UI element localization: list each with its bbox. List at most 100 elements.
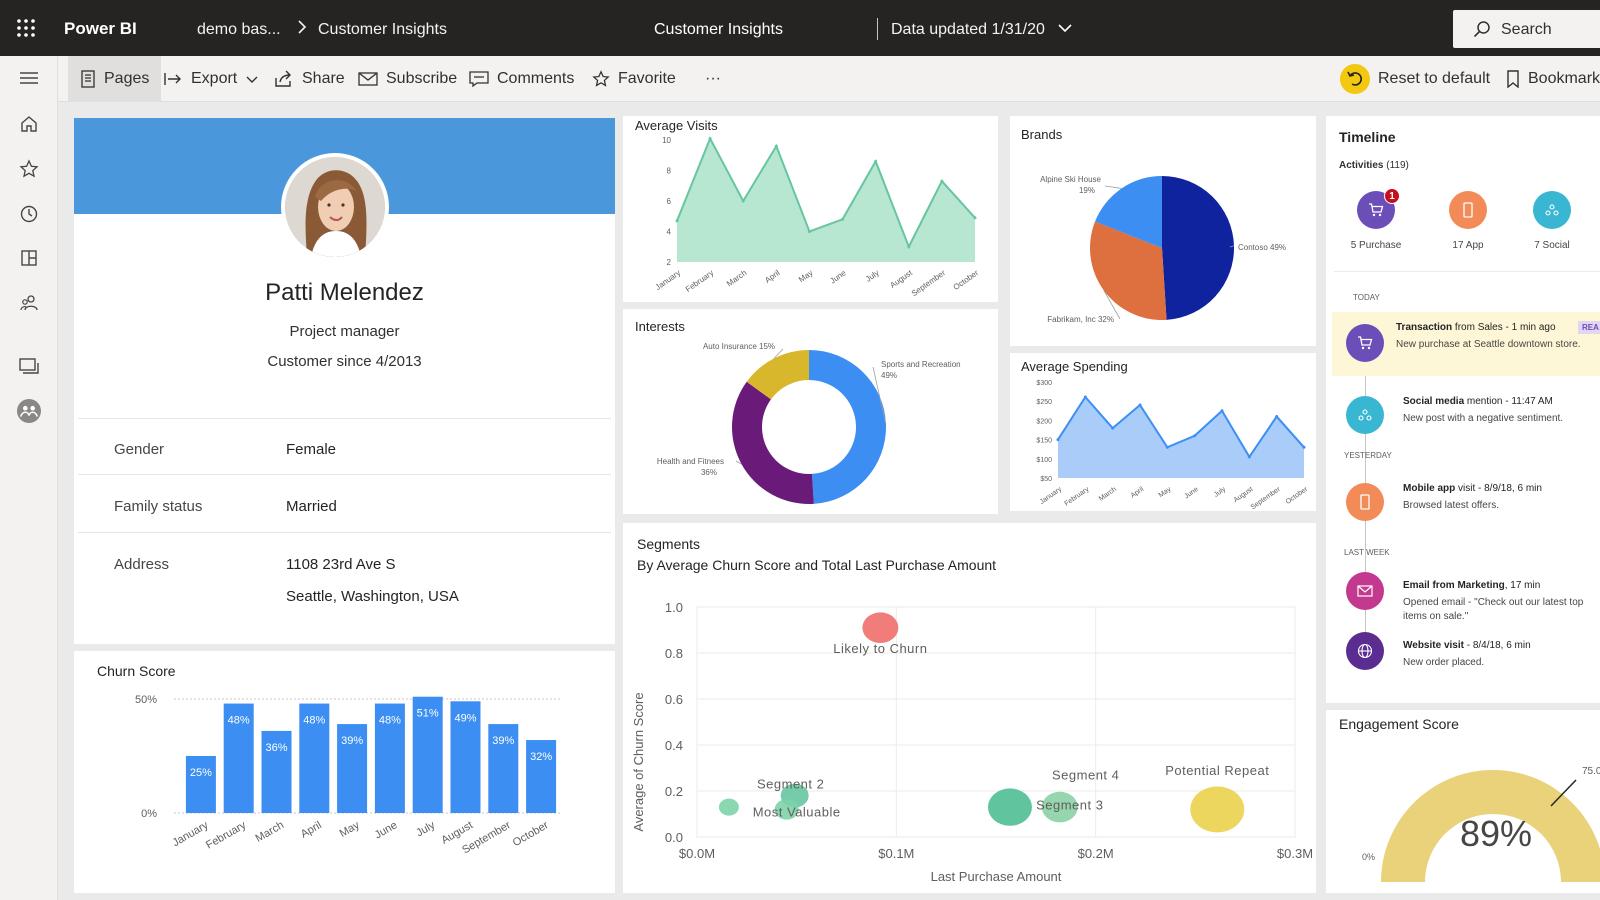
leader-line [735, 460, 742, 465]
title-divider [877, 18, 878, 40]
slice-percent: 36% [701, 468, 717, 477]
average-spending-chart[interactable]: $300 $250 $200 $150 $100 $50 January February Ma… [1010, 353, 1316, 511]
subscribe-button[interactable]: Subscribe [358, 56, 457, 102]
x-tick-label: July [864, 268, 881, 284]
data-point [1193, 434, 1197, 438]
phone-icon [1463, 202, 1473, 218]
workspaces-icon[interactable] [17, 354, 41, 378]
social-icon [1358, 409, 1372, 421]
search-box[interactable]: Search [1453, 10, 1600, 48]
reset-button[interactable]: Reset to default [1340, 56, 1490, 102]
x-tick-label: $0.0M [679, 846, 715, 861]
data-point [874, 159, 878, 163]
y-tick-label: $300 [1036, 380, 1052, 387]
export-label: Export [191, 70, 238, 87]
section-yesterday: YESTERDAY [1344, 451, 1392, 460]
engagement-score-card: Engagement Score 75.0 0% 89% [1326, 710, 1600, 893]
people-icon[interactable] [17, 291, 41, 315]
export-button[interactable]: Export [163, 56, 259, 102]
bar [337, 724, 368, 813]
social-filter[interactable] [1533, 191, 1571, 229]
bubble-label: Most Valuable [753, 804, 841, 819]
app-launcher-icon[interactable] [16, 18, 36, 38]
app-filter[interactable] [1449, 191, 1487, 229]
timeline-item-desc: New order placed. [1403, 657, 1485, 668]
gender-value: Female [286, 441, 337, 458]
pages-button[interactable]: Pages [68, 56, 162, 102]
comments-button[interactable]: Comments [469, 56, 574, 102]
engagement-gauge[interactable]: 75.0 0% 89% [1326, 710, 1600, 893]
slice-label: Sports and Recreation [881, 360, 961, 369]
item-meta: mention - 11:47 AM [1464, 396, 1553, 407]
timeline-item-social[interactable] [1346, 396, 1384, 434]
pie-slice [1095, 176, 1162, 248]
avatar-icon[interactable] [17, 399, 41, 423]
left-nav [0, 56, 58, 900]
x-tick-label: April [299, 819, 324, 840]
bubble-label: Segment 4 [1052, 768, 1119, 783]
customer-since: Customer since 4/2013 [267, 353, 422, 370]
y-tick-label: $250 [1036, 399, 1052, 406]
timeline-item-website[interactable] [1346, 632, 1384, 670]
share-button[interactable]: Share [274, 56, 345, 102]
timeline-item-mobile-app[interactable] [1346, 483, 1384, 521]
item-title: Social media [1403, 396, 1465, 407]
search-icon [1473, 21, 1490, 38]
x-tick-label: September [1250, 486, 1283, 511]
breadcrumb-report[interactable]: Customer Insights [318, 21, 447, 38]
bookmarks-button[interactable]: Bookmark [1506, 56, 1600, 102]
subscribe-label: Subscribe [386, 70, 458, 87]
favorite-label: Favorite [618, 70, 676, 87]
clock-icon[interactable] [17, 202, 41, 226]
app-count: 17 App [1452, 240, 1484, 251]
pages-label: Pages [104, 70, 150, 87]
bar [374, 703, 405, 813]
bubble [774, 799, 799, 820]
bar [185, 756, 216, 813]
chevron-down-icon[interactable] [1057, 20, 1073, 36]
pie-slice [1090, 221, 1167, 320]
bar [450, 701, 481, 813]
brands-chart[interactable]: Contoso 49% Fabrikam, Inc 32% Alpine Ski H… [1010, 116, 1316, 346]
x-tick-label: May [338, 819, 362, 840]
home-icon[interactable] [17, 112, 41, 136]
x-tick-label: October [952, 268, 981, 292]
brand-name[interactable]: Power BI [64, 19, 137, 38]
data-point [907, 245, 911, 249]
cart-icon [1358, 336, 1373, 350]
timeline-item-transaction[interactable] [1346, 324, 1384, 362]
data-updated-label[interactable]: Data updated 1/31/20 [891, 21, 1045, 38]
favorite-button[interactable]: Favorite [592, 56, 676, 102]
gender-label: Gender [114, 441, 165, 458]
breadcrumb-workspace[interactable]: demo bas... [197, 21, 281, 38]
bubble [987, 788, 1032, 826]
search-placeholder: Search [1501, 21, 1552, 38]
leader-line [1103, 290, 1121, 320]
interests-chart[interactable]: Sports and Recreation 49% Health and Fitne… [623, 309, 998, 514]
section-today: TODAY [1353, 293, 1380, 302]
leader-line [1229, 245, 1235, 248]
churn-score-card: Churn Score 50% 0% 25% January 48% February 36… [74, 651, 615, 893]
leader-line [773, 348, 784, 359]
y-axis-title: Average of Churn Score [631, 692, 646, 831]
activities-label: Activities [1339, 160, 1384, 171]
star-icon [592, 70, 610, 87]
bubble-label: Segment 2 [757, 777, 824, 792]
bar [261, 730, 292, 813]
divider [78, 532, 611, 533]
timeline-item-email[interactable] [1346, 572, 1384, 610]
social-count: 7 Social [1534, 240, 1570, 251]
menu-icon[interactable] [17, 66, 41, 90]
churn-score-chart[interactable]: 50% 0% 25% January 48% February 36% March 48% Apr… [74, 651, 615, 893]
star-icon[interactable] [17, 157, 41, 181]
x-tick-label: August [1233, 486, 1255, 504]
x-tick-label: $0.2M [1078, 846, 1114, 861]
bar-data-label: 36% [265, 742, 287, 754]
apps-icon[interactable] [17, 246, 41, 270]
more-options-button[interactable]: ··· [705, 56, 721, 102]
x-tick-label: June [373, 819, 400, 841]
address-line-1: 1108 23rd Ave S [286, 556, 396, 573]
brands-card: Brands Contoso 49% Fabrikam, Inc 32% Alpin… [1010, 116, 1316, 346]
segments-chart[interactable]: 1.0 0.8 0.6 0.4 0.2 0.0$0.0M $0.1M $0.2M $0.3M La… [623, 523, 1316, 893]
